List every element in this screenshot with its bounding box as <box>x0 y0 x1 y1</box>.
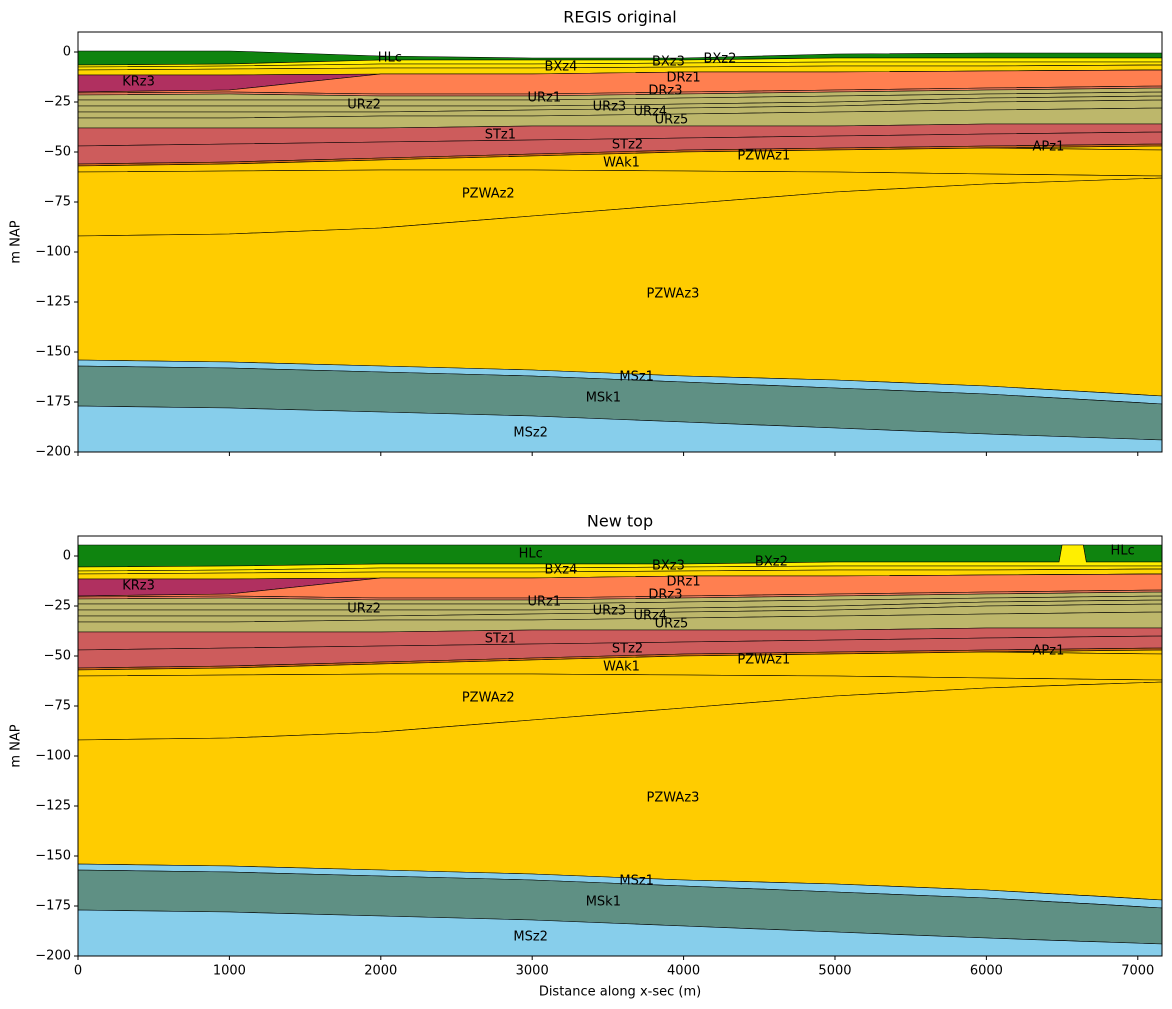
layer-label: APz1 <box>1033 644 1065 659</box>
layer-label: PZWAz3 <box>647 287 700 302</box>
chart-title: REGIS original <box>563 8 676 27</box>
y-tick-label: 0 <box>63 549 71 564</box>
layer-label: STz2 <box>612 138 643 153</box>
y-tick-label: −175 <box>35 899 71 914</box>
layer-label: BXz4 <box>544 60 577 75</box>
layer-label: URz2 <box>347 602 381 617</box>
y-axis-label: m NAP <box>9 724 24 767</box>
layer-label: DRz3 <box>648 588 682 603</box>
layer-label: MSz2 <box>513 930 548 945</box>
layer-area <box>78 909 1162 956</box>
y-tick-label: −125 <box>35 799 71 814</box>
y-tick-label: −125 <box>35 295 71 310</box>
layer-label: WAk1 <box>603 156 640 171</box>
x-tick-label: 0 <box>74 964 82 979</box>
layer-label: PZWAz3 <box>647 791 700 806</box>
layer-label: PZWAz1 <box>737 149 790 164</box>
layer-label: URz2 <box>347 98 381 113</box>
x-axis-label: Distance along x-sec (m) <box>539 985 701 1000</box>
y-tick-label: −175 <box>35 395 71 410</box>
layer-label: BXz3 <box>652 55 685 70</box>
x-tick-label: 1000 <box>213 964 246 979</box>
layer-label: BXz4 <box>544 563 577 578</box>
layer-label: MSk1 <box>586 895 621 910</box>
axes-frame <box>77 31 1163 453</box>
y-tick-label: −50 <box>44 145 71 160</box>
y-tick-label: 0 <box>63 45 71 60</box>
layer-label: MSz1 <box>619 370 654 385</box>
layer-label: PZWAz2 <box>462 187 515 202</box>
layer-label: KRz3 <box>122 75 155 90</box>
y-tick-label: −75 <box>44 699 71 714</box>
y-tick-label: −100 <box>35 245 71 260</box>
y-tick-label: −150 <box>35 849 71 864</box>
layer-label: STz1 <box>485 128 516 143</box>
y-tick-label: −100 <box>35 749 71 764</box>
y-tick-label: −50 <box>44 649 71 664</box>
layer-label: URz5 <box>655 617 689 632</box>
layer-area <box>78 405 1162 452</box>
y-tick-label: −150 <box>35 345 71 360</box>
x-tick-label: 3000 <box>516 964 549 979</box>
layer-label: URz4 <box>633 105 667 120</box>
layer-label: URz4 <box>633 609 667 624</box>
x-tick-label: 4000 <box>667 964 700 979</box>
y-tick-label: −200 <box>35 445 71 460</box>
layer-label: URz3 <box>593 604 627 619</box>
layers <box>78 544 1162 956</box>
layer-label: DRz1 <box>667 575 701 590</box>
y-tick-label: −25 <box>44 599 71 614</box>
layer-label: PZWAz1 <box>737 653 790 668</box>
layer-label: APz1 <box>1033 140 1065 155</box>
layers <box>78 50 1162 452</box>
layer-label: BXz3 <box>652 559 685 574</box>
layer-label: URz3 <box>593 100 627 115</box>
layer-label: PZWAz2 <box>462 691 515 706</box>
x-tick-label: 6000 <box>970 964 1003 979</box>
layer-label: STz2 <box>612 642 643 657</box>
y-tick-label: −75 <box>44 195 71 210</box>
layer-label: STz1 <box>485 632 516 647</box>
layer-label: DRz1 <box>667 71 701 86</box>
layer-label: URz1 <box>527 91 561 106</box>
layer-label: BXz2 <box>755 555 788 570</box>
layer-label: URz5 <box>655 113 689 128</box>
layer-label: MSk1 <box>586 391 621 406</box>
layer-label: HLc <box>1111 544 1135 559</box>
x-tick-label: 5000 <box>818 964 851 979</box>
layer-label: MSz2 <box>513 426 548 441</box>
y-tick-label: −200 <box>35 949 71 964</box>
layer-label: KRz3 <box>122 579 155 594</box>
x-tick-label: 2000 <box>364 964 397 979</box>
x-tick-label: 7000 <box>1121 964 1154 979</box>
chart-title: New top <box>587 512 653 531</box>
axes-frame <box>77 535 1163 957</box>
layer-label: MSz1 <box>619 874 654 889</box>
layer-label: HLc <box>519 547 543 562</box>
layer-label: DRz3 <box>648 84 682 99</box>
layer-label: WAk1 <box>603 660 640 675</box>
layer-label: BXz2 <box>703 52 736 67</box>
layer-label: URz1 <box>527 595 561 610</box>
layer-label: HLc <box>378 51 402 66</box>
y-axis-label: m NAP <box>9 220 24 263</box>
y-tick-label: −25 <box>44 95 71 110</box>
